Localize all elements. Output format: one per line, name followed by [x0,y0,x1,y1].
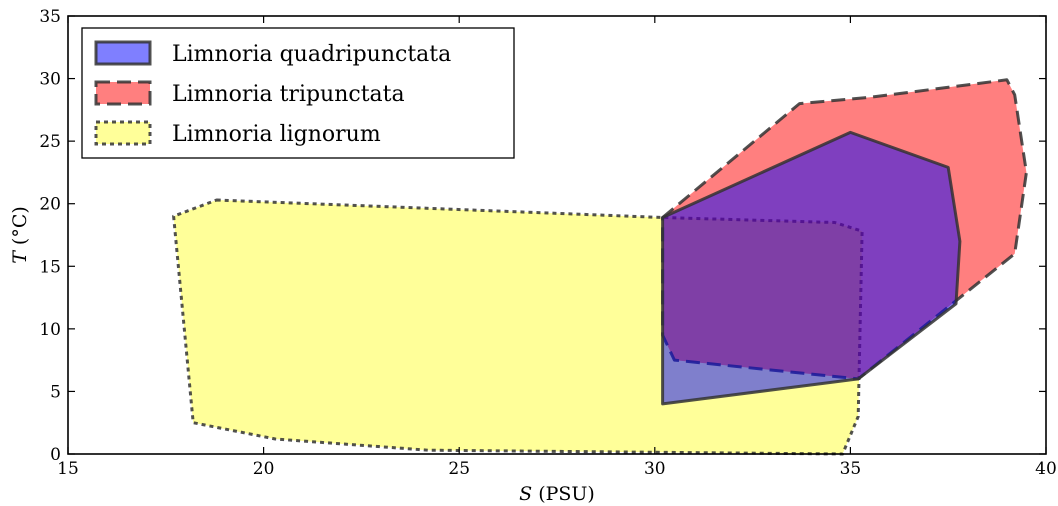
y-axis-label: T (°C) [9,206,31,264]
x-axis-label-symbol: S [519,483,532,505]
y-tick-label: 25 [39,132,61,152]
x-axis-label: S (PSU) [519,483,595,505]
x-tick-label: 40 [1035,459,1057,479]
y-tick-label: 35 [39,7,61,27]
y-tick-label: 20 [39,195,61,215]
series-region-limnoria-quadripunctata [661,130,962,406]
x-tick-label: 20 [253,459,275,479]
x-tick-label: 25 [448,459,470,479]
y-tick-label: 0 [50,445,61,465]
y-tick-label: 15 [39,257,61,277]
ticks-layer: 15 20 25 30 35 40 0 5 10 15 20 25 30 35 [39,7,1056,479]
y-tick-label: 10 [39,320,61,340]
x-tick-label: 15 [57,459,79,479]
y-axis-label-unit: (°C) [9,206,31,251]
legend-label-limnoria-quadripunctata: Limnoria quadripunctata [172,42,451,67]
legend-swatch-limnoria-lignorum [94,120,152,146]
legend-box [81,27,515,159]
legend-label-limnoria-tripunctata: Limnoria tripunctata [172,82,405,107]
y-axis-label-symbol: T [9,250,31,264]
legend: Limnoria quadripunctata Limnoria tripunct… [81,27,515,159]
x-axis-label-unit: (PSU) [532,483,595,505]
legend-label-limnoria-lignorum: Limnoria lignorum [172,122,381,147]
series-layer [172,78,1028,456]
x-tick-label: 30 [644,459,666,479]
y-tick-label: 30 [39,70,61,90]
x-tick-label: 35 [840,459,862,479]
legend-swatch-limnoria-tripunctata [94,80,152,106]
y-tick-label: 5 [50,382,61,402]
legend-swatch-limnoria-quadripunctata [94,40,152,66]
plot-frame [67,15,1047,455]
